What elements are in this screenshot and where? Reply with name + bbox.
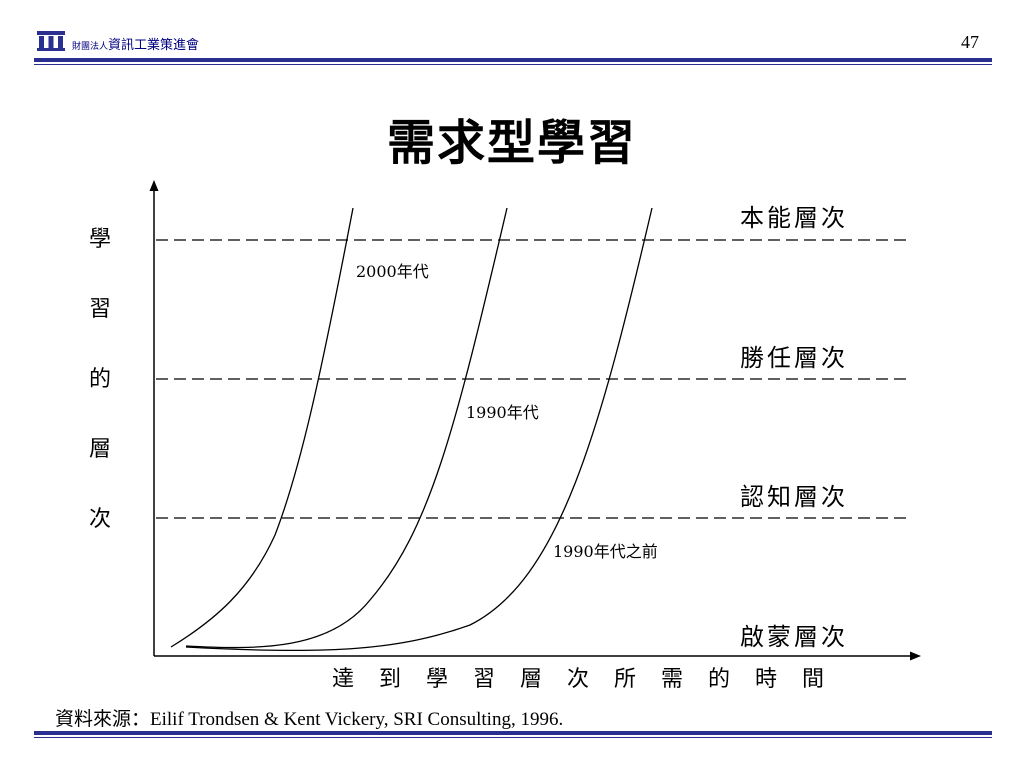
y-axis-label-char: 習 bbox=[89, 297, 111, 322]
level-label-competence: 勝任層次 bbox=[740, 344, 848, 372]
x-axis-label-char: 到 bbox=[379, 667, 401, 692]
level-label-cognition: 認知層次 bbox=[740, 483, 848, 511]
institute-building-icon bbox=[37, 31, 65, 51]
header-divider bbox=[34, 58, 992, 62]
slide-title: 需求型學習 bbox=[386, 115, 637, 171]
y-axis-label-char: 學 bbox=[89, 227, 111, 252]
y-axis-arrow-icon bbox=[149, 180, 159, 191]
x-axis-label-char: 次 bbox=[567, 667, 589, 692]
x-axis-label-char: 所 bbox=[614, 667, 636, 692]
x-axis-label-char: 達 bbox=[332, 667, 354, 692]
organization-prefix: 財團法人 bbox=[72, 42, 109, 52]
source-label: 資料來源： bbox=[55, 708, 151, 730]
footer-divider bbox=[34, 731, 992, 735]
x-axis-label-char: 時 bbox=[755, 667, 777, 692]
y-axis-label-char: 次 bbox=[89, 507, 111, 532]
source-citation: 資料來源：Eilif Trondsen & Kent Vickery, SRI … bbox=[55, 704, 563, 731]
x-axis-label-char: 的 bbox=[708, 667, 730, 692]
level-label-instinct: 本能層次 bbox=[740, 204, 848, 232]
curve-pre-1990s bbox=[185, 207, 653, 652]
organization-name: 財團法人資訊工業策進會 bbox=[72, 34, 199, 53]
page-number: 47 bbox=[961, 32, 979, 52]
curve-2000s bbox=[170, 207, 354, 648]
x-axis-label-char: 學 bbox=[426, 667, 448, 692]
organization-title: 資訊工業策進會 bbox=[108, 38, 200, 53]
header-divider-thin bbox=[34, 64, 992, 65]
x-axis-label-char: 需 bbox=[661, 667, 683, 692]
source-text: Eilif Trondsen & Kent Vickery, SRI Consu… bbox=[150, 709, 564, 730]
curve-label-pre-1990s: 1990年代之前 bbox=[553, 542, 658, 561]
curve-label-2000s: 2000年代 bbox=[356, 262, 429, 281]
x-axis-arrow-icon bbox=[910, 651, 921, 661]
y-axis-label-char: 的 bbox=[89, 367, 111, 392]
curve-label-1990s: 1990年代 bbox=[466, 403, 539, 422]
y-axis-label-char: 層 bbox=[89, 437, 111, 462]
x-axis-label-char: 間 bbox=[802, 667, 824, 692]
level-label-enlightenment: 啟蒙層次 bbox=[740, 623, 848, 651]
x-axis-label-char: 習 bbox=[473, 667, 495, 692]
slide-header: 財團法人資訊工業策進會 47 bbox=[0, 0, 1024, 70]
footer-divider-thin bbox=[34, 737, 992, 738]
x-axis-label-char: 層 bbox=[520, 667, 542, 692]
curve-1990s bbox=[185, 207, 508, 649]
